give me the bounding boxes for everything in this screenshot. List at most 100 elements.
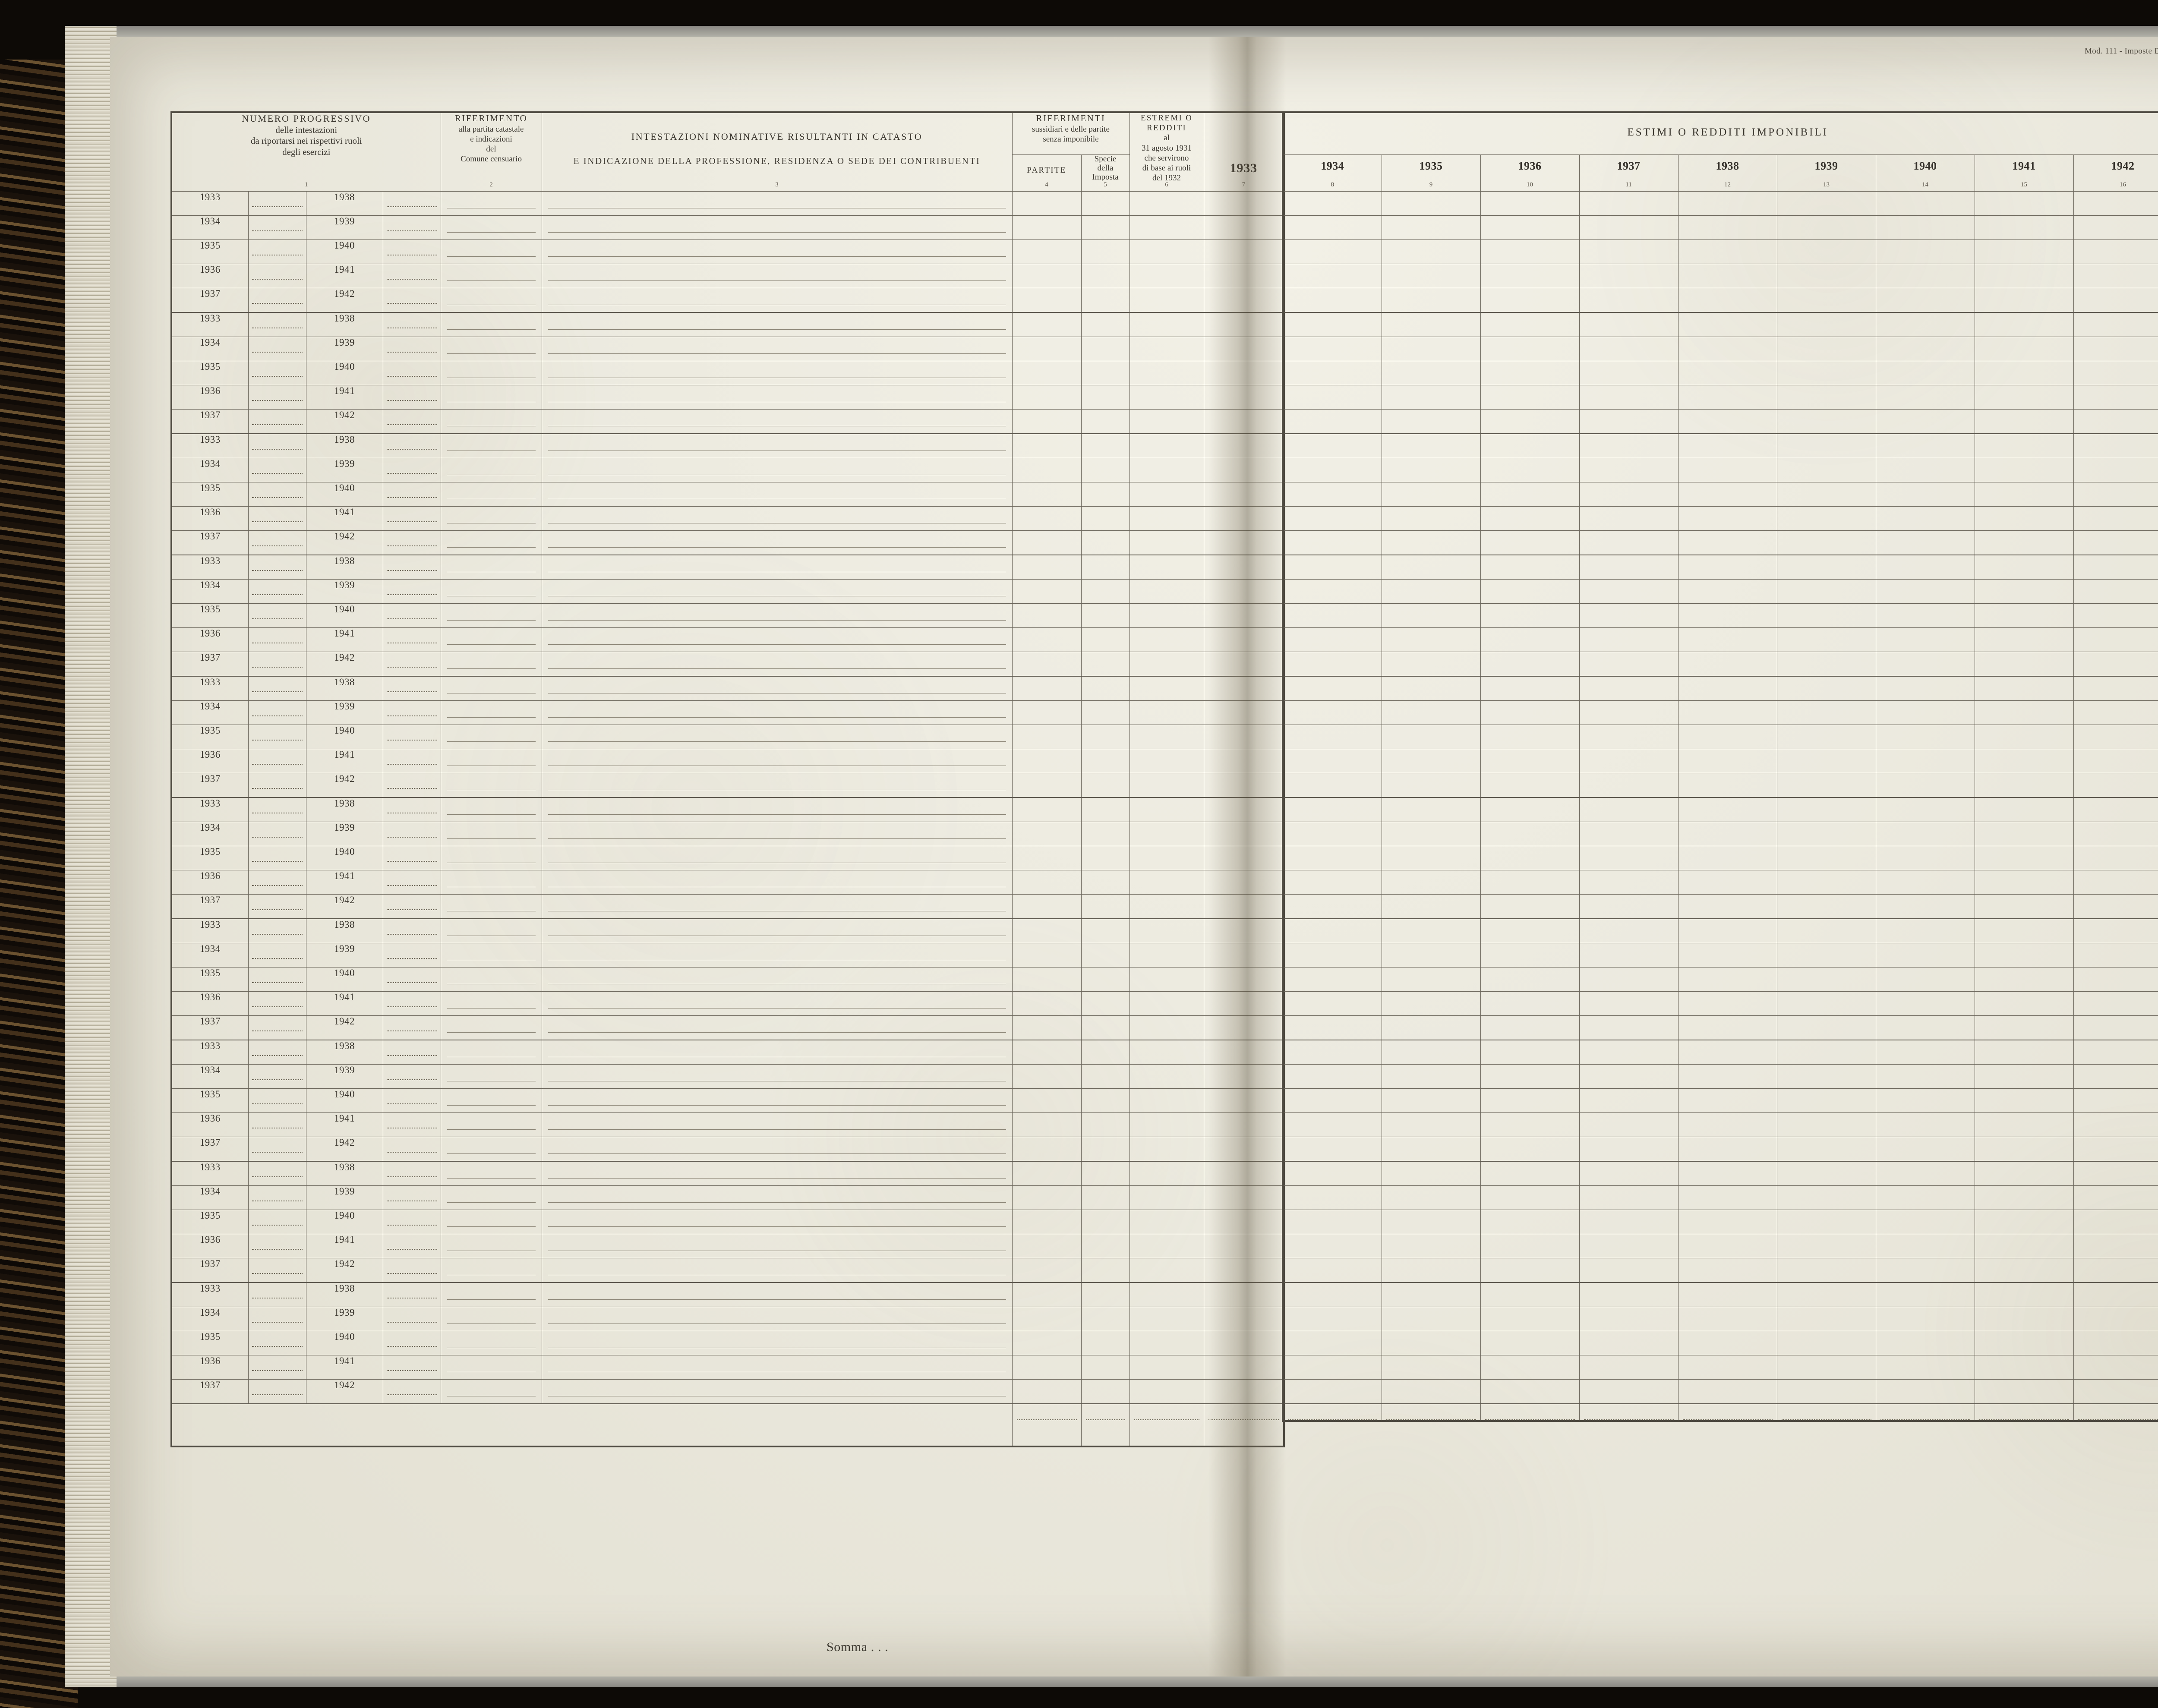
cell-partite[interactable]	[1012, 1258, 1082, 1283]
cell-year-first[interactable]: 1934	[170, 700, 249, 725]
cell-intestazione-nominativa[interactable]	[541, 773, 1013, 798]
cell-year-1940-value[interactable]	[1875, 749, 1975, 773]
cell-specie-imposta[interactable]	[1081, 530, 1130, 555]
cell-number-first[interactable]	[248, 870, 306, 895]
cell-year-1939-value[interactable]	[1776, 822, 1876, 846]
cell-number-first[interactable]	[248, 1282, 306, 1307]
cell-partite[interactable]	[1012, 385, 1082, 410]
cell-specie-imposta[interactable]	[1081, 1185, 1130, 1210]
cell-number-first[interactable]	[248, 312, 306, 337]
cell-estimi-1931[interactable]	[1129, 918, 1204, 943]
cell-year-1942-value[interactable]	[2073, 1088, 2158, 1113]
cell-intestazione-nominativa[interactable]	[541, 1040, 1013, 1065]
cell-year-1940-value[interactable]	[1875, 991, 1975, 1016]
cell-number-second[interactable]	[382, 385, 441, 410]
cell-number-second[interactable]	[382, 725, 441, 749]
cell-year-1936-value[interactable]	[1480, 603, 1580, 628]
cell-number-first[interactable]	[248, 749, 306, 773]
cell-year-1935-value[interactable]	[1381, 433, 1481, 458]
cell-year-1936-value[interactable]	[1480, 1331, 1580, 1355]
cell-year-1936-value[interactable]	[1480, 191, 1580, 216]
cell-year-1936-value[interactable]	[1480, 870, 1580, 895]
cell-number-first[interactable]	[248, 894, 306, 919]
cell-year-1942-value[interactable]	[2073, 409, 2158, 434]
cell-year-1939-value[interactable]	[1776, 846, 1876, 870]
cell-year-second[interactable]: 1940	[306, 361, 383, 385]
cell-year-1941-value[interactable]	[1974, 603, 2074, 628]
cell-year-second[interactable]: 1941	[306, 749, 383, 773]
cell-number-first[interactable]	[248, 1015, 306, 1040]
cell-number-second[interactable]	[382, 1234, 441, 1258]
cell-year-1936-value[interactable]	[1480, 337, 1580, 361]
cell-year-1937-value[interactable]	[1579, 1331, 1678, 1355]
cell-year-1937-value[interactable]	[1579, 627, 1678, 652]
cell-year-1934-value[interactable]	[1282, 530, 1382, 555]
cell-year-1941-value[interactable]	[1974, 482, 2074, 507]
cell-year-1936-value[interactable]	[1480, 458, 1580, 482]
cell-year-1942-value[interactable]	[2073, 1307, 2158, 1331]
cell-partite[interactable]	[1012, 1040, 1082, 1065]
cell-year-1937-value[interactable]	[1579, 579, 1678, 604]
cell-year-1942-value[interactable]	[2073, 1137, 2158, 1162]
cell-year-1936-value[interactable]	[1480, 1282, 1580, 1307]
cell-year-1939-value[interactable]	[1776, 1210, 1876, 1234]
cell-number-first[interactable]	[248, 191, 306, 216]
cell-riferimento-catasto[interactable]	[440, 700, 542, 725]
cell-number-second[interactable]	[382, 312, 441, 337]
cell-year-1938-value[interactable]	[1678, 579, 1777, 604]
cell-year-1938-value[interactable]	[1678, 1015, 1777, 1040]
cell-number-first[interactable]	[248, 846, 306, 870]
cell-year-1937-value[interactable]	[1579, 1137, 1678, 1162]
cell-specie-imposta[interactable]	[1081, 385, 1130, 410]
cell-year-1941-value[interactable]	[1974, 1258, 2074, 1283]
cell-number-first[interactable]	[248, 433, 306, 458]
cell-year-1941-value[interactable]	[1974, 943, 2074, 967]
cell-year-second[interactable]: 1939	[306, 1064, 383, 1089]
cell-year-second[interactable]: 1938	[306, 676, 383, 701]
cell-year-first[interactable]: 1936	[170, 385, 249, 410]
cell-riferimento-catasto[interactable]	[440, 1210, 542, 1234]
cell-number-first[interactable]	[248, 458, 306, 482]
cell-estimi-1931[interactable]	[1129, 1040, 1204, 1065]
cell-year-1935-value[interactable]	[1381, 1210, 1481, 1234]
cell-intestazione-nominativa[interactable]	[541, 530, 1013, 555]
cell-specie-imposta[interactable]	[1081, 870, 1130, 895]
cell-year-1937-value[interactable]	[1579, 1185, 1678, 1210]
cell-year-1935-value[interactable]	[1381, 409, 1481, 434]
cell-year-1938-value[interactable]	[1678, 1088, 1777, 1113]
cell-specie-imposta[interactable]	[1081, 409, 1130, 434]
cell-number-first[interactable]	[248, 1137, 306, 1162]
cell-estimi-1931[interactable]	[1129, 773, 1204, 798]
cell-year-1938-value[interactable]	[1678, 822, 1777, 846]
cell-year-1936-value[interactable]	[1480, 1185, 1580, 1210]
cell-year-1938-value[interactable]	[1678, 1331, 1777, 1355]
cell-year-1934-value[interactable]	[1282, 1088, 1382, 1113]
cell-number-second[interactable]	[382, 676, 441, 701]
cell-partite[interactable]	[1012, 749, 1082, 773]
cell-number-second[interactable]	[382, 1015, 441, 1040]
cell-year-1940-value[interactable]	[1875, 700, 1975, 725]
cell-number-second[interactable]	[382, 1379, 441, 1404]
cell-year-1938-value[interactable]	[1678, 1161, 1777, 1186]
cell-specie-imposta[interactable]	[1081, 967, 1130, 992]
cell-year-second[interactable]: 1941	[306, 264, 383, 288]
cell-year-1939-value[interactable]	[1776, 1161, 1876, 1186]
cell-estimi-1931[interactable]	[1129, 1137, 1204, 1162]
cell-year-1942-value[interactable]	[2073, 1015, 2158, 1040]
cell-year-1933-value[interactable]	[1203, 676, 1285, 701]
cell-number-first[interactable]	[248, 822, 306, 846]
cell-year-1934-value[interactable]	[1282, 506, 1382, 531]
cell-riferimento-catasto[interactable]	[440, 725, 542, 749]
cell-specie-imposta[interactable]	[1081, 1015, 1130, 1040]
cell-number-first[interactable]	[248, 288, 306, 313]
cell-year-1940-value[interactable]	[1875, 652, 1975, 677]
cell-year-1933-value[interactable]	[1203, 943, 1285, 967]
cell-number-second[interactable]	[382, 1088, 441, 1113]
cell-year-1941-value[interactable]	[1974, 676, 2074, 701]
cell-year-1937-value[interactable]	[1579, 797, 1678, 822]
cell-year-1939-value[interactable]	[1776, 676, 1876, 701]
cell-year-1939-value[interactable]	[1776, 288, 1876, 313]
cell-year-1935-value[interactable]	[1381, 530, 1481, 555]
cell-year-second[interactable]: 1940	[306, 1210, 383, 1234]
cell-year-1934-value[interactable]	[1282, 822, 1382, 846]
